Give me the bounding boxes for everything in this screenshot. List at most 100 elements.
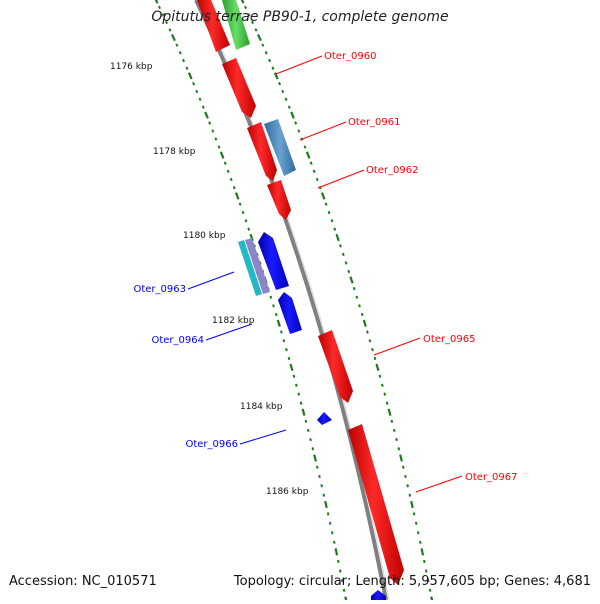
scale-tick-major bbox=[324, 500, 328, 509]
gene-label-oter-0960[interactable]: Oter_0960 bbox=[324, 51, 377, 62]
scale-tick-minor bbox=[316, 465, 319, 469]
gene-feature-other-top[interactable] bbox=[222, 0, 250, 50]
gene-feature-oter-0961-other[interactable] bbox=[264, 119, 296, 176]
scale-tick-minor bbox=[425, 569, 428, 573]
scale-tick-major bbox=[171, 33, 176, 42]
backbone-highlight bbox=[198, 0, 390, 601]
scale-tick-minor bbox=[241, 210, 245, 215]
scale-tick-minor bbox=[327, 210, 331, 215]
scale-tick-major bbox=[410, 500, 414, 509]
scale-tick-minor bbox=[208, 121, 212, 125]
gene-feature-oter-0963[interactable] bbox=[258, 232, 289, 290]
scale-tick-minor bbox=[303, 145, 307, 149]
scale-tick-minor bbox=[406, 484, 409, 488]
scale-tick-minor bbox=[282, 339, 286, 343]
gene-label-oter-0962[interactable]: Oter_0962 bbox=[366, 165, 419, 176]
scale-tick-major bbox=[276, 319, 281, 327]
scale-tick-minor bbox=[192, 82, 196, 86]
scale-tick-major bbox=[320, 192, 326, 200]
scale-tick-major bbox=[375, 363, 380, 372]
scale-tick-minor bbox=[272, 304, 275, 308]
gene-feature-oter-0967[interactable] bbox=[348, 424, 404, 585]
scale-tick-minor bbox=[318, 474, 321, 479]
scale-tick-minor bbox=[404, 474, 407, 479]
scale-tick-minor bbox=[304, 419, 308, 423]
scale-tick-minor bbox=[182, 58, 186, 63]
scale-tick-minor bbox=[395, 437, 398, 442]
gene-label-oter-0966[interactable]: Oter_0966 bbox=[185, 439, 238, 450]
scale-tick-minor bbox=[185, 66, 189, 70]
scale-tick-major bbox=[289, 363, 294, 372]
topology-text: Topology: circular; Length: 5,957,605 bp… bbox=[233, 574, 591, 589]
gene-feature-oter-0965[interactable] bbox=[318, 330, 353, 403]
genome-title: Opitutus terrae PB90-1, complete genome bbox=[151, 9, 449, 25]
scale-tick-minor bbox=[330, 531, 334, 535]
gene-label-oter-0967[interactable]: Oter_0967 bbox=[465, 472, 518, 483]
scale-tick-minor bbox=[315, 177, 319, 182]
scale-tick-major bbox=[334, 548, 339, 556]
gene-feature-reverse-bottom[interactable] bbox=[371, 590, 386, 600]
scale-tick-minor bbox=[299, 401, 303, 405]
scale-tick-minor bbox=[383, 392, 387, 396]
scale-tick-minor bbox=[247, 227, 251, 231]
scale-tick-minor bbox=[306, 428, 310, 433]
scale-tick-minor bbox=[280, 330, 283, 334]
scale-tick-minor bbox=[423, 559, 426, 564]
scale-tick-minor bbox=[261, 43, 265, 47]
scale-tick-minor bbox=[312, 169, 316, 173]
scale-tick-minor bbox=[247, 13, 251, 17]
scale-tick-minor bbox=[373, 356, 377, 361]
scale-tick-minor bbox=[347, 269, 351, 274]
scale-tick-minor bbox=[244, 219, 248, 223]
gene-feature-oter-0963-b[interactable] bbox=[245, 238, 270, 294]
gene-feature-oter-0963-a[interactable] bbox=[238, 240, 262, 296]
scale-label: 1178 kbp bbox=[153, 147, 196, 157]
scale-tick-major bbox=[344, 596, 348, 604]
scale-tick-minor bbox=[381, 383, 384, 387]
gene-feature-oter-0960[interactable] bbox=[222, 58, 256, 118]
scale-tick-minor bbox=[309, 161, 313, 165]
scale-tick-major bbox=[204, 111, 209, 119]
gene-label-oter-0963[interactable]: Oter_0963 bbox=[133, 284, 186, 295]
scale-tick-minor bbox=[341, 252, 345, 257]
scale-ticks-right bbox=[240, 0, 434, 604]
scale-tick-minor bbox=[419, 540, 422, 544]
gene-feature-forward-top[interactable] bbox=[197, 0, 230, 52]
scale-tick-major bbox=[420, 548, 425, 556]
connector-oter-0964 bbox=[205, 323, 253, 341]
gene-feature-oter-0964[interactable] bbox=[278, 292, 302, 334]
connector-oter-0963 bbox=[187, 271, 235, 290]
gene-label-oter-0961[interactable]: Oter_0961 bbox=[348, 117, 401, 128]
gene-label-oter-0965[interactable]: Oter_0965 bbox=[423, 334, 476, 345]
scale-tick-minor bbox=[368, 339, 372, 343]
scale-tick-minor bbox=[292, 374, 296, 378]
scale-tick-minor bbox=[309, 437, 312, 442]
scale-label: 1176 kbp bbox=[110, 62, 153, 72]
scale-tick-minor bbox=[390, 419, 394, 423]
gene-label-oter-0964[interactable]: Oter_0964 bbox=[151, 335, 204, 346]
scale-tick-major bbox=[219, 151, 225, 159]
gene-feature-oter-0966[interactable] bbox=[317, 412, 332, 425]
scale-tick-minor bbox=[428, 588, 432, 592]
scale-tick-minor bbox=[217, 145, 221, 149]
scale-tick-minor bbox=[281, 89, 285, 94]
accession-text: Accession: NC_010571 bbox=[9, 574, 157, 589]
scale-tick-minor bbox=[352, 287, 356, 291]
scale-tick-major bbox=[290, 111, 295, 119]
scale-tick-minor bbox=[175, 43, 179, 47]
scale-tick-minor bbox=[157, 5, 162, 10]
scale-label: 1186 kbp bbox=[266, 487, 309, 497]
scale-tick-minor bbox=[371, 348, 374, 352]
scale-tick-minor bbox=[392, 428, 396, 433]
gene-feature-oter-0961[interactable] bbox=[247, 122, 277, 181]
scale-tick-minor bbox=[333, 540, 336, 544]
scale-tick-minor bbox=[226, 169, 230, 173]
scale-label: 1182 kbp bbox=[212, 316, 255, 326]
scale-tick-minor bbox=[311, 447, 315, 451]
scale-tick-major bbox=[335, 233, 340, 242]
scale-tick-minor bbox=[232, 186, 236, 190]
label-connectors bbox=[187, 55, 463, 493]
scale-tick-minor bbox=[271, 66, 275, 70]
gene-feature-oter-0962[interactable] bbox=[267, 180, 291, 220]
scale-tick-major bbox=[257, 33, 262, 42]
